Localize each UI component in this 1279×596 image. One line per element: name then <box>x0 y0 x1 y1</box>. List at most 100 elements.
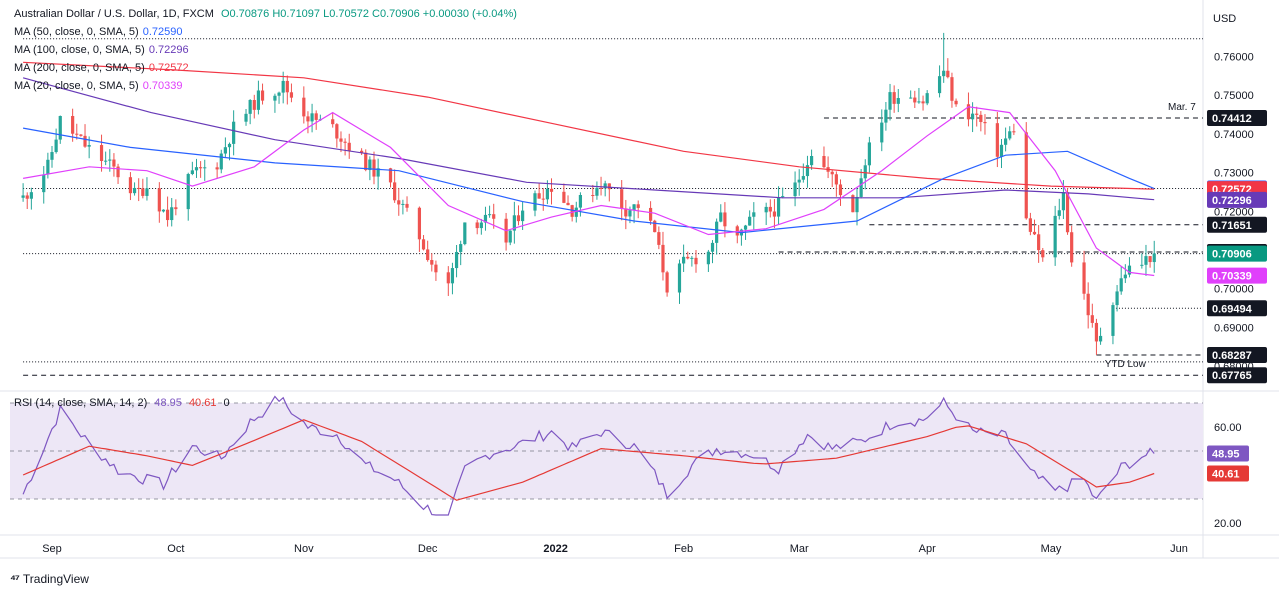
price-label-text: 0.69494 <box>1212 303 1253 315</box>
sma50-line <box>22 127 1155 234</box>
candle <box>450 262 455 295</box>
candle <box>950 72 954 108</box>
candle <box>483 206 488 231</box>
candle <box>537 182 541 199</box>
candle-body <box>909 97 913 99</box>
candlestick-series[interactable] <box>21 32 1156 355</box>
price-label-text: 0.67765 <box>1212 370 1252 382</box>
time-tick-label: Oct <box>167 543 184 555</box>
candle-body <box>1004 138 1008 145</box>
ma-legend-label: MA (100, close, 0, SMA, 5) <box>14 44 145 56</box>
price-tick-label: 0.70000 <box>1214 284 1254 296</box>
candle-body <box>1086 293 1090 316</box>
candle-body <box>79 134 83 136</box>
candle <box>194 158 199 178</box>
rsi-value-label: 40.61 <box>1207 465 1249 482</box>
candle-body <box>801 176 805 180</box>
candle <box>686 251 690 260</box>
candle <box>339 131 343 153</box>
candle-body <box>99 145 104 162</box>
candle-body <box>880 122 884 143</box>
candle <box>1144 244 1148 276</box>
rsi-legend[interactable]: RSI (14, close, SMA, 14, 2) 48.95 40.61 … <box>14 397 230 409</box>
candle-body <box>215 167 219 170</box>
price-label-text: 0.71651 <box>1212 220 1252 232</box>
candle <box>1041 247 1045 262</box>
candle-body <box>521 210 525 222</box>
ma-legend-100[interactable]: MA (100, close, 0, SMA, 5) 0.72296 <box>14 44 189 56</box>
candle <box>595 181 599 200</box>
candle-body <box>863 165 867 179</box>
candle-body <box>888 92 892 110</box>
candle-body <box>541 198 545 200</box>
candle <box>83 124 87 148</box>
candle <box>314 110 318 130</box>
candle-body <box>772 211 777 217</box>
rsi-pane[interactable] <box>10 395 1203 516</box>
candle <box>273 93 277 113</box>
candle-body <box>459 244 463 252</box>
candle-body <box>805 165 810 177</box>
candle <box>966 92 971 127</box>
candle-body <box>335 124 339 139</box>
candle-body <box>157 188 161 212</box>
candle-body <box>1090 315 1094 323</box>
candle <box>512 201 516 244</box>
candle <box>75 123 79 140</box>
candle-body <box>1041 250 1045 258</box>
candle <box>393 169 397 203</box>
rsi-value-label: 48.95 <box>1207 445 1249 462</box>
candle <box>1115 285 1119 312</box>
candle <box>1119 266 1123 295</box>
candle <box>137 178 141 202</box>
candle-body <box>999 144 1004 157</box>
footer[interactable]: ⁴⁷ TradingView <box>10 569 89 589</box>
candle-body <box>715 221 719 243</box>
candle-body <box>87 145 91 147</box>
candle <box>826 156 830 179</box>
candle <box>426 240 430 262</box>
candle-body <box>1111 305 1115 336</box>
candle-body <box>1123 274 1127 279</box>
candle-body <box>463 222 467 245</box>
candle-body <box>723 212 727 227</box>
ma-legend-200[interactable]: MA (200, close, 0, SMA, 5) 0.72572 <box>14 62 189 74</box>
candle <box>896 89 900 113</box>
candle <box>632 204 636 224</box>
candle-body <box>793 182 797 197</box>
candle-body <box>686 256 690 259</box>
candle-body <box>137 187 141 189</box>
ma-legend-50[interactable]: MA (50, close, 0, SMA, 5) 0.72590 <box>14 26 182 38</box>
candle-body <box>636 204 640 208</box>
candle <box>715 218 719 255</box>
candle <box>232 110 236 156</box>
candle-body <box>648 207 653 221</box>
candle-body <box>302 97 306 117</box>
candle-body <box>1008 131 1012 139</box>
candle <box>364 149 368 172</box>
candle <box>603 180 607 197</box>
candle <box>165 196 170 227</box>
candle-body <box>128 177 133 194</box>
candle <box>104 151 108 166</box>
candle-body <box>331 119 335 125</box>
ma-legend-20[interactable]: MA (20, close, 0, SMA, 5) 0.70339 <box>14 80 182 92</box>
ma-legend-value: 0.72572 <box>148 62 189 74</box>
sma100-line <box>22 77 1155 201</box>
candle <box>892 85 896 113</box>
candle <box>475 219 479 235</box>
candle-body <box>1065 192 1070 233</box>
candle-body <box>1082 262 1086 294</box>
candle-body <box>252 100 256 110</box>
symbol-legend[interactable]: Australian Dollar / U.S. Dollar, 1D, FXC… <box>14 8 517 20</box>
candle-body <box>71 116 75 134</box>
candle <box>690 256 694 267</box>
rsi-legend-extra: 0 <box>223 397 230 409</box>
candle-body <box>46 159 50 175</box>
candle-body <box>508 230 512 243</box>
sma200-line <box>23 61 1155 190</box>
candle-body <box>677 263 682 293</box>
candle <box>999 139 1004 169</box>
candle-body <box>859 178 863 197</box>
